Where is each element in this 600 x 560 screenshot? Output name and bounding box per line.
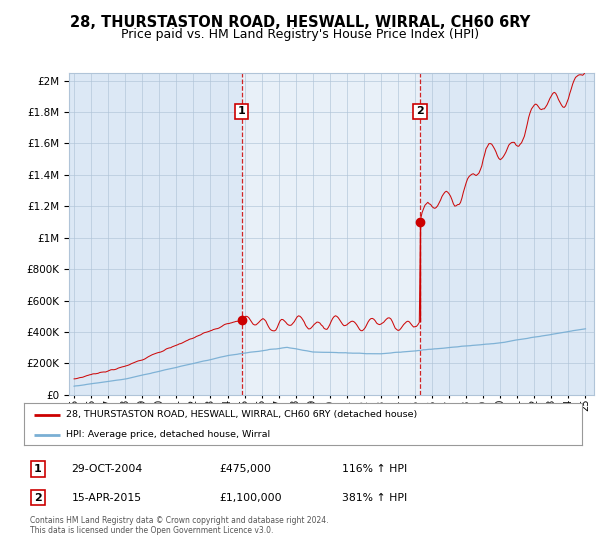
Text: 381% ↑ HPI: 381% ↑ HPI (342, 493, 407, 503)
Bar (242, 73, 420, 395)
Text: 29-OCT-2004: 29-OCT-2004 (71, 464, 143, 474)
Text: 1: 1 (34, 464, 42, 474)
Text: 28, THURSTASTON ROAD, HESWALL, WIRRAL, CH60 6RY: 28, THURSTASTON ROAD, HESWALL, WIRRAL, C… (70, 15, 530, 30)
Text: 1: 1 (238, 106, 245, 116)
Text: 28, THURSTASTON ROAD, HESWALL, WIRRAL, CH60 6RY (detached house): 28, THURSTASTON ROAD, HESWALL, WIRRAL, C… (66, 410, 417, 419)
Text: Contains HM Land Registry data © Crown copyright and database right 2024.
This d: Contains HM Land Registry data © Crown c… (29, 516, 328, 535)
Text: 15-APR-2015: 15-APR-2015 (71, 493, 142, 503)
Text: £475,000: £475,000 (220, 464, 271, 474)
Text: 2: 2 (34, 493, 42, 503)
Text: £1,100,000: £1,100,000 (220, 493, 282, 503)
Text: 2: 2 (416, 106, 424, 116)
Text: HPI: Average price, detached house, Wirral: HPI: Average price, detached house, Wirr… (66, 430, 270, 439)
Text: 116% ↑ HPI: 116% ↑ HPI (342, 464, 407, 474)
Text: Price paid vs. HM Land Registry's House Price Index (HPI): Price paid vs. HM Land Registry's House … (121, 28, 479, 41)
